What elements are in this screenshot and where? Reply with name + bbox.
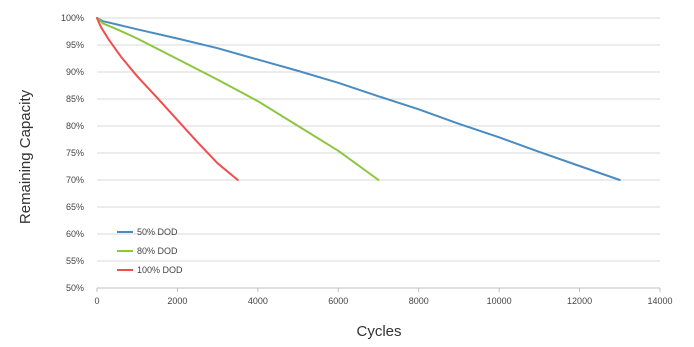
y-tick-label: 75% xyxy=(66,148,84,158)
y-tick-label: 90% xyxy=(66,67,84,77)
y-tick-label: 70% xyxy=(66,175,84,185)
x-tick-label: 12000 xyxy=(567,296,592,306)
series-lines xyxy=(96,17,621,181)
y-tick-label: 85% xyxy=(66,94,84,104)
series-line-0 xyxy=(96,17,621,181)
legend-label: 50% DOD xyxy=(137,227,178,237)
y-tick-label: 100% xyxy=(61,13,84,23)
legend-label: 80% DOD xyxy=(137,246,178,256)
x-tick-label: 14000 xyxy=(647,296,672,306)
y-tick-label: 55% xyxy=(66,256,84,266)
legend: 50% DOD 80% DOD 100% DOD xyxy=(117,227,183,275)
y-tick-label: 65% xyxy=(66,202,84,212)
x-tick-label: 6000 xyxy=(328,296,348,306)
x-axis-tick-labels: 0 2000 4000 6000 8000 10000 12000 14000 xyxy=(94,296,672,306)
x-tick-label: 0 xyxy=(94,296,99,306)
grid-lines xyxy=(97,17,660,262)
x-axis-title: Cycles xyxy=(356,323,401,340)
y-axis-tick-labels: 50% 55% 60% 65% 70% 75% 80% 85% 90% 95% 100% xyxy=(61,13,84,293)
legend-label: 100% DOD xyxy=(137,265,183,275)
x-tick-label: 8000 xyxy=(409,296,429,306)
series-line-1 xyxy=(96,17,380,181)
y-axis-title: Remaining Capacity xyxy=(17,89,34,224)
x-tick-label: 4000 xyxy=(248,296,268,306)
x-tick-label: 10000 xyxy=(487,296,512,306)
series-line-2 xyxy=(96,17,239,181)
x-tick-label: 2000 xyxy=(167,296,187,306)
y-tick-label: 95% xyxy=(66,40,84,50)
y-tick-label: 60% xyxy=(66,229,84,239)
y-tick-label: 50% xyxy=(66,283,84,293)
axes xyxy=(96,287,661,292)
y-tick-label: 80% xyxy=(66,121,84,131)
